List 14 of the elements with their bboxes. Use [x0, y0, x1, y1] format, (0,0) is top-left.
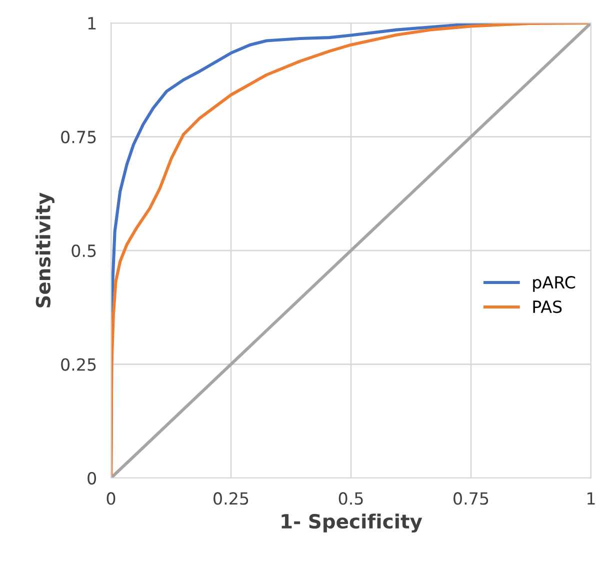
y-tick-label: 0.75: [61, 130, 96, 144]
x-tick-label: 1: [588, 492, 595, 505]
legend-label: pARC: [533, 276, 576, 292]
y-tick-label: 0.5: [72, 244, 96, 258]
y-axis-title: Sensitivity: [35, 192, 54, 308]
legend-label: PAS: [533, 300, 562, 314]
x-tick-label: 0.5: [338, 492, 363, 505]
x-tick-label: 0.25: [214, 492, 248, 505]
x-axis-title: 1- Specificity: [282, 514, 422, 533]
y-tick-label: 0: [88, 472, 96, 485]
x-tick-label: 0: [106, 492, 116, 505]
y-tick-label: 1: [88, 17, 96, 30]
y-tick-label: 0.25: [61, 358, 96, 371]
x-tick-label: 0.75: [454, 492, 488, 505]
